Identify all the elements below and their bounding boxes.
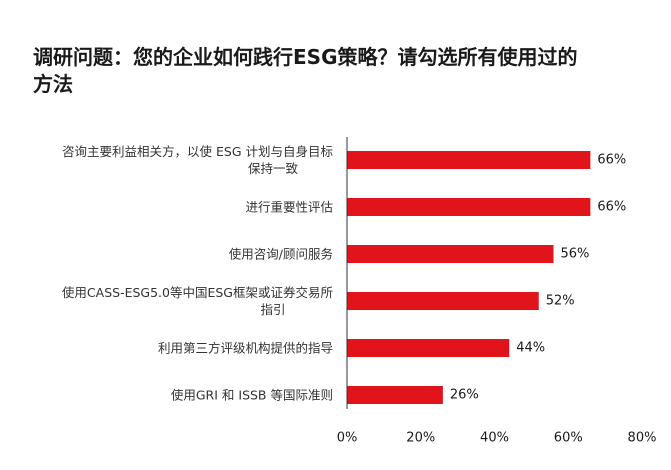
category-label: 利用第三方评级机构提供的指导 [158, 341, 333, 356]
x-tick-label: 0% [337, 431, 358, 446]
data-label: 56% [561, 247, 590, 262]
x-tick-label: 20% [406, 431, 435, 446]
bar [347, 339, 510, 357]
bar [347, 245, 554, 263]
data-label: 26% [450, 388, 479, 403]
bar [347, 198, 591, 216]
bar [347, 151, 591, 169]
data-label: 52% [546, 294, 575, 309]
category-labels-layer: 咨询主要利益相关方，以使 ESG 计划与自身目标保持一致进行重要性评估使用咨询/… [62, 144, 333, 403]
bars-layer [347, 151, 591, 404]
x-axis-ticks-layer: 0% 20% 40% 60% 80% [337, 431, 657, 446]
category-label: 使用CASS-ESG5.0等中国ESG框架或证券交易所指引 [62, 285, 333, 317]
bar [347, 386, 443, 404]
data-label: 66% [597, 200, 626, 215]
x-tick-label: 80% [628, 431, 657, 446]
bar [347, 292, 539, 310]
x-tick-label: 60% [554, 431, 583, 446]
chart-title: 调研问题：您的企业如何践行ESG策略？请勾选所有使用过的方法 [33, 45, 578, 96]
category-label: 进行重要性评估 [245, 200, 333, 215]
data-labels-layer: 66% 66% 56% 52% 44% 26% [450, 153, 626, 403]
data-label: 66% [597, 153, 626, 168]
x-tick-label: 40% [480, 431, 509, 446]
data-label: 44% [516, 341, 545, 356]
category-label: 咨询主要利益相关方，以使 ESG 计划与自身目标保持一致 [62, 144, 333, 176]
category-label: 使用GRI 和 ISSB 等国际准则 [171, 388, 333, 403]
category-label: 使用咨询/顾问服务 [229, 247, 333, 262]
